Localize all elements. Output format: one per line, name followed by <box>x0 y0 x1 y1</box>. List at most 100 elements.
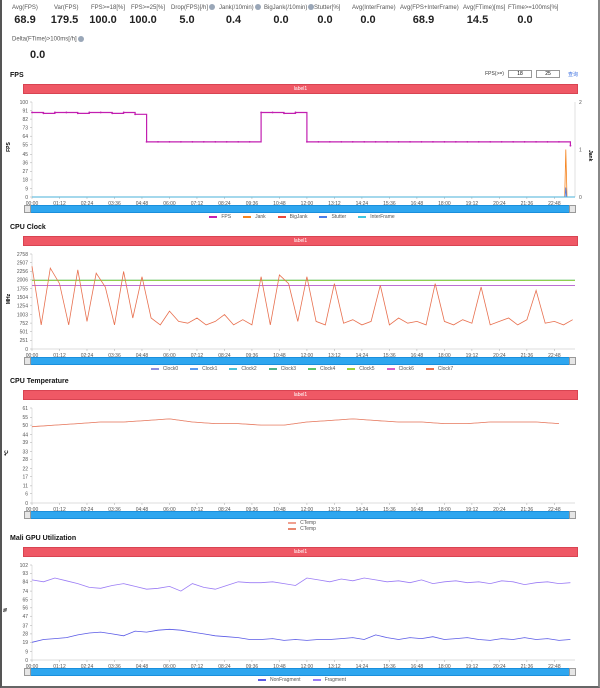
y2-tick-label: 1 <box>579 147 582 153</box>
x-tick-label: 04:48 <box>136 353 149 359</box>
stat-label-text: FPS>=18[%] <box>91 5 126 11</box>
legend: CTemp CTemp <box>2 520 600 532</box>
slider-start-handle[interactable] <box>24 357 31 365</box>
legend-item[interactable]: NonFragment <box>258 677 301 683</box>
x-tick-label: 21:36 <box>521 353 534 359</box>
y-tick-label: 17 <box>22 474 28 480</box>
legend-item[interactable]: BigJank <box>277 214 307 220</box>
y-tick-label: 84 <box>22 580 28 586</box>
data-point <box>351 141 354 143</box>
y-tick-label: 501 <box>20 330 29 336</box>
legend-item[interactable]: CTemp <box>2 526 600 532</box>
data-point <box>168 141 171 143</box>
stat-2: FPS>=18[%] 100.0 <box>81 2 125 26</box>
x-tick-label: 00:00 <box>26 664 39 670</box>
legend-item[interactable]: InterFrame <box>358 214 395 220</box>
x-tick-label: 14:24 <box>356 664 369 670</box>
slider-start-handle[interactable] <box>24 668 31 676</box>
x-tick-label: 06:00 <box>163 353 176 359</box>
x-tick-label: 19:12 <box>466 201 479 207</box>
legend-item[interactable]: Clock0 <box>150 366 178 372</box>
info-icon[interactable] <box>254 4 261 11</box>
legend-item[interactable]: Clock2 <box>229 366 257 372</box>
x-tick-label: 09:36 <box>246 664 259 670</box>
zoom-slider[interactable] <box>24 205 576 213</box>
stat-3: FPS>=25[%] 100.0 <box>121 2 165 26</box>
legend-item[interactable]: Clock5 <box>347 366 375 372</box>
info-icon[interactable] <box>77 36 84 42</box>
x-tick-label: 21:36 <box>521 664 534 670</box>
legend-label: InterFrame <box>370 214 395 220</box>
series-line-NonFragment <box>31 628 571 643</box>
stat-label: Jank(/10min) <box>219 2 261 14</box>
stat-label: FPS>=18[%] <box>91 2 125 14</box>
legend-swatch <box>386 367 395 370</box>
legend-label: Jank <box>255 214 266 220</box>
series-band-label: label1 <box>23 84 578 94</box>
slider-start-handle[interactable] <box>24 205 31 213</box>
legend-item[interactable]: Clock7 <box>425 366 453 372</box>
data-point <box>512 141 515 143</box>
data-point <box>191 141 194 143</box>
info-icon[interactable] <box>209 4 216 11</box>
y-tick-label: 100 <box>20 100 29 106</box>
slider-start-handle[interactable] <box>24 511 31 519</box>
fps-threshold-2-input[interactable] <box>535 70 560 78</box>
chart-title: CPU Clock <box>10 224 46 231</box>
legend-label: Clock5 <box>359 366 375 372</box>
legend-item[interactable]: CTemp <box>2 520 600 526</box>
data-point <box>328 141 331 143</box>
zoom-slider[interactable] <box>24 668 576 676</box>
y-tick-label: 27 <box>22 169 28 175</box>
legend-item[interactable]: Fragment <box>312 677 346 683</box>
fps-threshold-1-input[interactable] <box>507 70 532 78</box>
y-tick-label: 0 <box>25 347 28 353</box>
legend-item[interactable]: Jank <box>243 214 266 220</box>
stat-1: Var(FPS) 179.5 <box>44 2 81 26</box>
data-point <box>76 112 79 115</box>
zoom-slider[interactable] <box>24 511 576 519</box>
legend-swatch <box>358 215 367 218</box>
x-tick-label: 19:12 <box>466 507 479 513</box>
legend-swatch <box>190 367 199 370</box>
stat-10: Avg(FTime)[ms] 14.5 <box>453 2 505 26</box>
legend-item[interactable]: Clock4 <box>308 366 335 372</box>
legend-label: Stutter <box>331 214 347 220</box>
series-line-CTemp <box>31 418 560 428</box>
stat-label: FTime>=100ms[%] <box>508 2 558 14</box>
slider-end-handle[interactable] <box>569 205 576 213</box>
legend-item[interactable]: FPS <box>209 214 231 220</box>
legend-item[interactable]: Stutter <box>319 214 346 220</box>
legend-label: CTemp <box>300 526 316 532</box>
data-point <box>363 141 366 143</box>
x-tick-label: 01:12 <box>53 664 66 670</box>
data-point <box>569 144 572 147</box>
y-tick-label: 22 <box>22 467 28 473</box>
series-line-Jank <box>32 149 575 198</box>
legend-item[interactable]: Clock6 <box>386 366 414 372</box>
query-link[interactable]: 查询 <box>567 71 578 78</box>
delta-value: 0.0 <box>30 48 46 61</box>
series-band-label: label1 <box>23 390 578 400</box>
stat-label: Avg(InterFrame) <box>352 2 396 14</box>
stat-value: 0.0 <box>517 14 533 26</box>
slider-end-handle[interactable] <box>569 357 576 365</box>
legend-label: Clock6 <box>398 366 414 372</box>
stat-label: Avg(FPS) <box>12 2 44 14</box>
legend-swatch <box>312 678 321 681</box>
plot-area: 0 9 18 27 36 45 55 64 73 82 91 100 0 1 2 Jank 00:00 01:12… <box>20 100 593 207</box>
slider-end-handle[interactable] <box>569 668 576 676</box>
x-tick-label: 01:12 <box>53 201 66 207</box>
x-tick-label: 08:24 <box>218 664 231 670</box>
delta-label-text: Delta(FTime)>100ms[/h] <box>12 36 77 43</box>
x-tick-label: 12:00 <box>301 353 314 359</box>
legend-item[interactable]: Clock1 <box>190 366 217 372</box>
zoom-slider[interactable] <box>24 357 576 365</box>
slider-end-handle[interactable] <box>569 511 576 519</box>
x-tick-label: 10:48 <box>273 507 286 513</box>
series-line-Fragment <box>31 577 571 592</box>
stat-value: 0.0 <box>360 14 376 26</box>
x-tick-label: 00:00 <box>26 353 39 359</box>
info-icon[interactable] <box>308 4 315 11</box>
legend-item[interactable]: Clock3 <box>268 366 296 372</box>
